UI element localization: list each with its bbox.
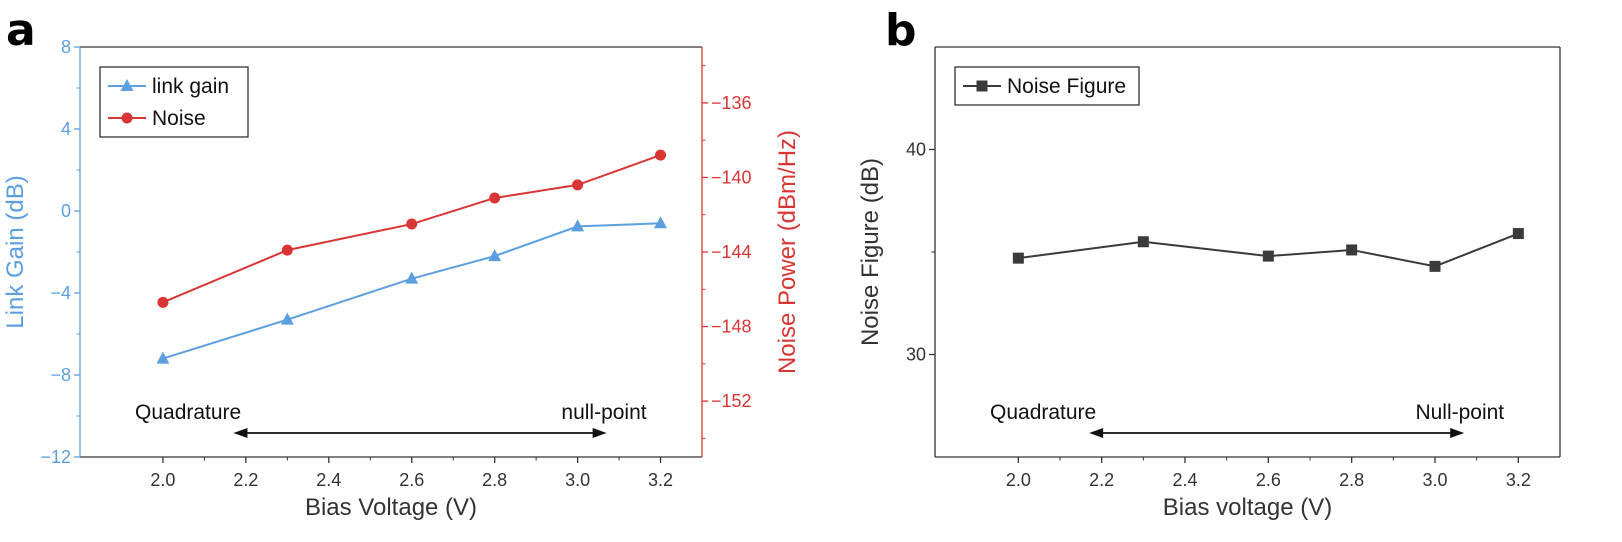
- range-arrow-right-head: [592, 428, 607, 438]
- chart-panel-b: 2.0 2.2 2.4 2.6 2.8 3.0 3.2 30 40 Bias voltage (V…: [857, 46, 1561, 521]
- y-tick-label: 4: [61, 119, 71, 139]
- data-point-noise: [655, 149, 667, 161]
- x-axis-title: Bias voltage (V): [1163, 494, 1332, 521]
- chart-panel-a: 2.0 2.2 2.4 2.6 2.8 3.0 3.2 −12 −8 −4 0 4 8 −152 −148 −…: [2, 37, 801, 521]
- series-line-noise-figure: [1018, 232, 1519, 268]
- y-tick-label: 30: [906, 345, 926, 365]
- x-tick-label: 3.0: [1422, 470, 1447, 490]
- annotation-right: Null-point: [1415, 401, 1504, 424]
- data-point-noise-figure: [1012, 252, 1024, 264]
- x-tick-label: 2.2: [1089, 470, 1114, 490]
- x-tick-label: 2.4: [316, 470, 341, 490]
- legend-box: [99, 66, 249, 138]
- data-point-noise-figure: [1429, 260, 1441, 272]
- series-line-link-gain: [162, 222, 661, 360]
- legend-marker: [120, 79, 134, 91]
- x-axis-title: Bias Voltage (V): [305, 494, 477, 521]
- data-point-noise: [406, 218, 418, 230]
- range-arrow-left-head: [233, 428, 248, 438]
- data-point-noise: [572, 179, 584, 191]
- y-tick-label: −4: [50, 283, 71, 303]
- data-point-noise: [281, 244, 293, 256]
- y-tick-label: −12: [40, 447, 71, 467]
- series-line-noise: [162, 154, 661, 304]
- annotation-left: Quadrature: [135, 401, 241, 424]
- y2-tick-label: −140: [711, 167, 752, 187]
- data-point-link-gain: [280, 312, 294, 325]
- y-tick-label: 0: [61, 201, 71, 221]
- legend-label: Noise Figure: [1007, 75, 1126, 98]
- annotation-right: null-point: [561, 401, 646, 424]
- annotation-left: Quadrature: [990, 401, 1096, 424]
- x-tick-label: 3.0: [565, 470, 590, 490]
- data-point-link-gain: [488, 249, 502, 262]
- x-tick-label: 2.6: [399, 470, 424, 490]
- legend-label: link gain: [152, 75, 229, 98]
- y-axis-title: Noise Figure (dB): [857, 158, 884, 346]
- y-axis-title: Link Gain (dB): [2, 175, 29, 328]
- x-tick-label: 2.6: [1256, 470, 1281, 490]
- x-tick-label: 2.8: [482, 470, 507, 490]
- legend-marker: [976, 80, 988, 92]
- data-point-noise-figure: [1512, 228, 1524, 240]
- x-tick-label: 2.2: [233, 470, 258, 490]
- x-tick-label: 3.2: [648, 470, 673, 490]
- y2-tick-label: −152: [711, 391, 752, 411]
- y-tick-label: 8: [61, 37, 71, 57]
- x-tick-label: 2.0: [150, 470, 175, 490]
- y2-axis-title: Noise Power (dBm/Hz): [774, 130, 801, 374]
- data-point-link-gain: [156, 351, 170, 364]
- data-point-link-gain: [571, 219, 585, 232]
- x-tick-label: 2.4: [1172, 470, 1197, 490]
- data-point-noise: [489, 192, 501, 204]
- legend-marker: [121, 112, 133, 124]
- y2-tick-label: −144: [711, 242, 752, 262]
- y2-tick-label: −136: [711, 93, 752, 113]
- data-point-link-gain: [405, 271, 419, 284]
- data-point-noise-figure: [1346, 244, 1358, 256]
- y2-tick-label: −148: [711, 317, 752, 337]
- x-tick-label: 2.0: [1006, 470, 1031, 490]
- data-point-noise-figure: [1262, 250, 1274, 262]
- panel-a-label: a: [6, 5, 36, 56]
- y-tick-label: 40: [906, 140, 926, 160]
- x-tick-label: 3.2: [1506, 470, 1531, 490]
- y-tick-label: −8: [50, 365, 71, 385]
- range-arrow-right-head: [1450, 428, 1465, 438]
- panel-b-label: b: [885, 5, 917, 56]
- x-tick-label: 2.8: [1339, 470, 1364, 490]
- legend-label: Noise: [152, 107, 206, 130]
- data-point-noise-figure: [1137, 236, 1149, 248]
- data-point-noise: [157, 296, 169, 308]
- range-arrow-left-head: [1089, 428, 1104, 438]
- data-point-link-gain: [654, 216, 668, 229]
